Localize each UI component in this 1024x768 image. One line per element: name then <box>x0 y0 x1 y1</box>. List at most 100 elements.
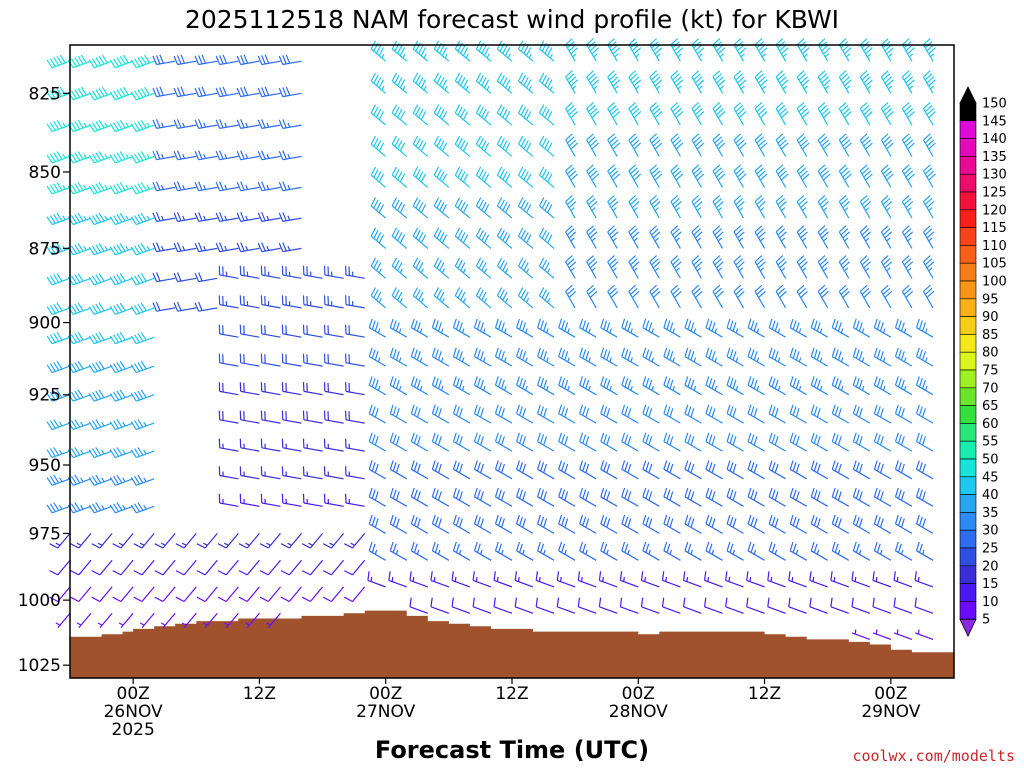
wind-barb <box>475 166 492 188</box>
wind-barb <box>67 502 92 514</box>
wind-barb <box>768 541 786 561</box>
wind-barb <box>301 559 324 576</box>
wind-barb <box>873 460 892 480</box>
wind-barb <box>852 460 871 480</box>
wind-barb <box>433 257 450 279</box>
wind-barb <box>922 101 936 126</box>
wind-barb <box>663 460 681 480</box>
wind-barb <box>670 164 684 188</box>
wind-barb <box>88 360 113 374</box>
wind-barb <box>88 389 113 402</box>
wind-barb <box>747 514 765 534</box>
wind-barb <box>173 150 197 161</box>
wind-barb <box>259 586 281 603</box>
wind-barb <box>817 194 829 219</box>
wind-barb <box>640 571 660 588</box>
wind-barb <box>345 410 365 424</box>
wind-barb <box>301 586 324 603</box>
wind-barb <box>852 514 871 534</box>
wind-barb <box>915 487 934 507</box>
wind-barb <box>796 284 808 309</box>
wind-barb <box>789 460 807 480</box>
wind-barb <box>873 514 892 534</box>
wind-barb <box>621 460 639 480</box>
wind-barb <box>859 164 873 188</box>
wind-barb <box>607 164 621 188</box>
wind-barb <box>412 287 429 309</box>
wind-barb <box>236 242 260 253</box>
wind-barb <box>704 571 723 588</box>
wind-barb <box>838 225 851 249</box>
wind-barb <box>838 255 851 279</box>
wind-barb <box>452 432 471 452</box>
wind-barb <box>236 212 260 222</box>
wind-barb <box>194 54 218 66</box>
wind-barb <box>194 119 218 129</box>
wind-barb <box>894 487 913 507</box>
wind-barb <box>67 212 92 226</box>
wind-barb <box>175 533 197 549</box>
y-tick-label: 900 <box>29 314 61 334</box>
wind-barb <box>266 612 281 629</box>
wind-barb <box>901 225 914 249</box>
wind-barb <box>431 347 450 367</box>
wind-barb <box>260 265 281 279</box>
wind-barb <box>789 541 807 561</box>
colorbar-label: 75 <box>982 364 999 379</box>
wind-barb <box>88 182 113 195</box>
wind-barb <box>217 559 239 576</box>
wind-barb <box>712 225 724 249</box>
wind-barb <box>280 533 302 549</box>
wind-barb <box>454 197 471 219</box>
wind-barb <box>642 514 660 534</box>
wind-barb <box>452 318 471 338</box>
wind-barb <box>391 166 408 188</box>
wind-barb <box>558 347 576 367</box>
wind-barb <box>218 353 239 367</box>
wind-barb <box>302 265 323 279</box>
wind-barb <box>894 460 913 480</box>
wind-barb <box>215 150 239 161</box>
wind-barb <box>789 432 807 452</box>
wind-barb <box>496 227 513 249</box>
wind-barb <box>239 324 260 338</box>
wind-barb <box>389 318 408 338</box>
wind-barb <box>302 382 323 396</box>
wind-barb <box>410 347 429 367</box>
wind-barb <box>452 487 471 507</box>
wind-barb <box>537 376 555 396</box>
wind-barb <box>726 432 744 452</box>
x-tick-label: 00Z <box>369 684 402 704</box>
wind-barb <box>537 460 555 480</box>
wind-barb <box>838 38 852 62</box>
x-tick-label: 27NOV <box>356 702 415 722</box>
wind-barb <box>473 541 492 561</box>
wind-barb <box>726 404 744 424</box>
wind-barb <box>607 38 621 62</box>
colorbar-label: 135 <box>982 150 1007 165</box>
wind-barb <box>452 460 471 480</box>
wind-barb <box>705 432 723 452</box>
wind-barb <box>278 242 302 253</box>
wind-barb <box>586 194 598 219</box>
wind-barb <box>775 101 789 126</box>
wind-barb <box>475 197 492 219</box>
wind-barb <box>670 133 684 157</box>
wind-barb <box>733 38 747 62</box>
wind-barb <box>796 164 810 188</box>
wind-barb <box>607 284 619 309</box>
wind-barb <box>370 135 387 157</box>
wind-barb <box>691 225 703 249</box>
wind-barb <box>684 514 702 534</box>
colorbar-top-arrow <box>959 86 977 104</box>
wind-barb <box>217 586 239 603</box>
wind-barb <box>600 376 618 396</box>
wind-barb <box>649 101 663 126</box>
wind-barb <box>472 571 492 588</box>
wind-barb <box>649 70 663 94</box>
wind-barb <box>621 541 639 561</box>
wind-barb <box>746 597 765 614</box>
wind-barb <box>433 197 450 219</box>
wind-barb <box>370 227 387 249</box>
wind-barb <box>726 541 744 561</box>
